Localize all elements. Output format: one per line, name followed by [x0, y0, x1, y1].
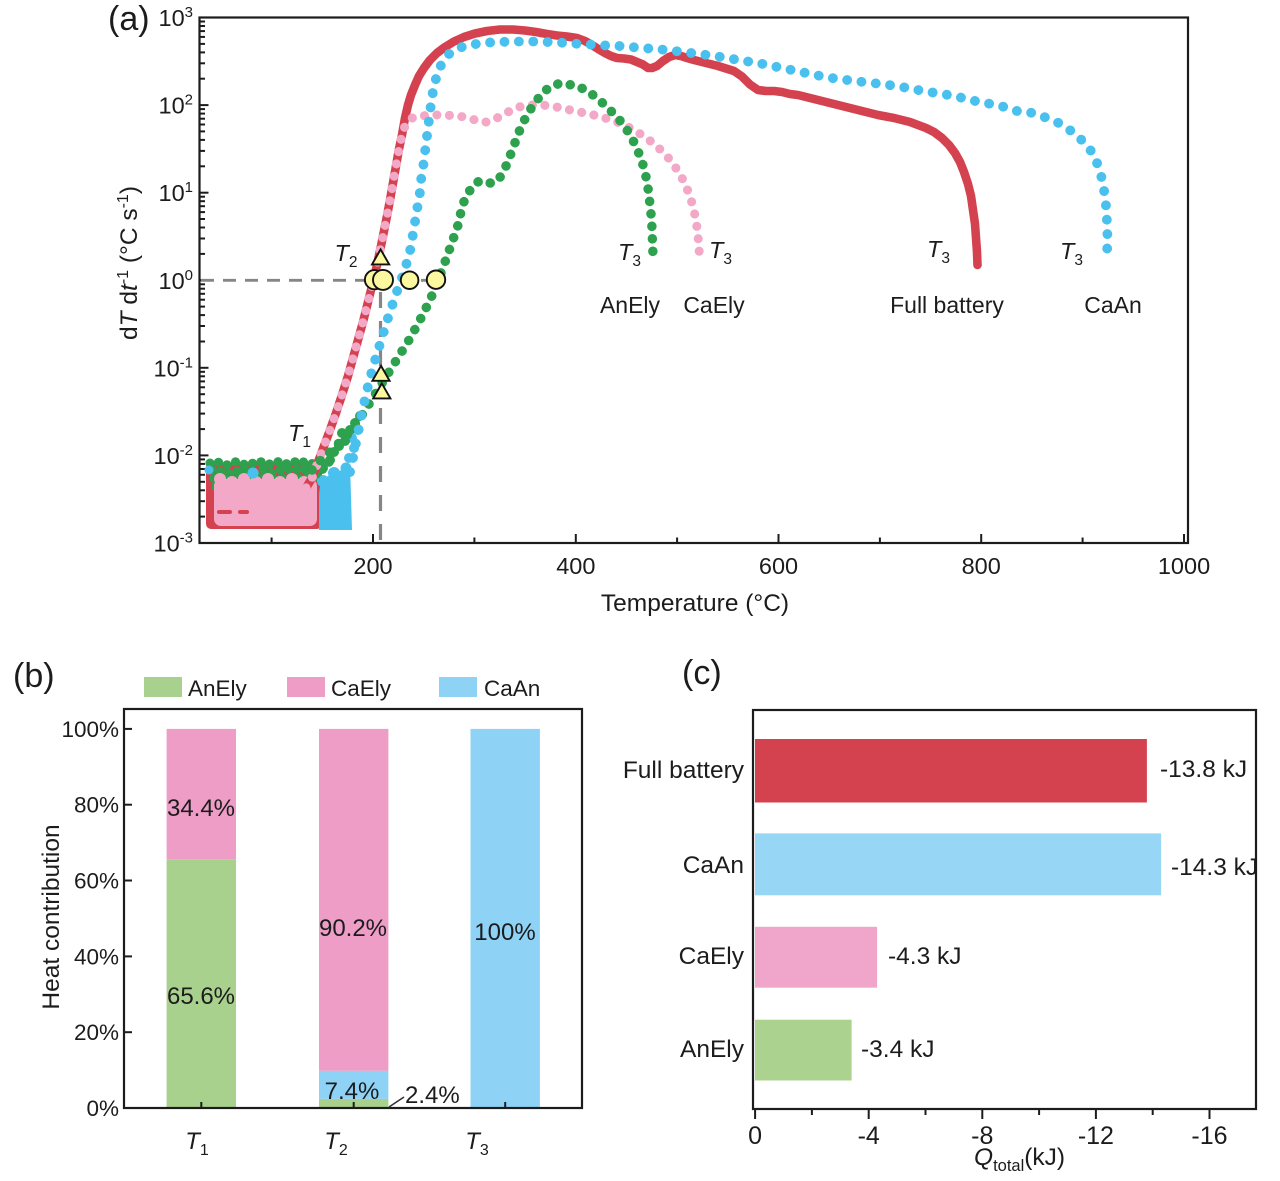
svg-text:600: 600 [759, 553, 798, 579]
svg-text:-14.3 kJ: -14.3 kJ [1171, 854, 1258, 881]
svg-text:Heat contribution: Heat contribution [38, 824, 65, 1009]
svg-text:Qtotal(kJ): Qtotal(kJ) [974, 1144, 1065, 1175]
svg-text:65.6%: 65.6% [167, 983, 235, 1010]
svg-text:1000: 1000 [1158, 553, 1210, 579]
svg-text:-8: -8 [971, 1122, 993, 1150]
svg-text:CaAn: CaAn [683, 852, 744, 879]
svg-text:-3.4 kJ: -3.4 kJ [861, 1036, 935, 1063]
svg-text:7.4%: 7.4% [325, 1078, 380, 1105]
svg-text:100%: 100% [474, 919, 535, 946]
svg-text:AnEly: AnEly [600, 292, 661, 318]
svg-text:AnEly: AnEly [680, 1036, 745, 1063]
svg-text:-13.8 kJ: -13.8 kJ [1160, 756, 1247, 783]
svg-text:CaEly: CaEly [683, 292, 745, 318]
svg-text:CaEly: CaEly [679, 943, 745, 970]
svg-text:60%: 60% [74, 869, 119, 894]
svg-text:(a): (a) [108, 0, 150, 38]
svg-text:0: 0 [748, 1122, 762, 1150]
svg-text:-12: -12 [1078, 1122, 1114, 1150]
svg-text:102: 102 [159, 92, 193, 119]
svg-text:dT dt-1 (°C s-1): dT dt-1 (°C s-1) [115, 186, 143, 340]
svg-text:90.2%: 90.2% [319, 915, 387, 942]
svg-text:-4.3 kJ: -4.3 kJ [888, 943, 962, 970]
svg-text:AnEly: AnEly [188, 676, 248, 701]
svg-text:(b): (b) [13, 657, 55, 695]
svg-text:Full battery: Full battery [623, 757, 745, 784]
svg-text:CaAn: CaAn [484, 676, 540, 701]
svg-text:80%: 80% [74, 793, 119, 818]
svg-text:800: 800 [962, 553, 1001, 579]
svg-text:CaAn: CaAn [1084, 292, 1142, 318]
svg-text:100%: 100% [61, 717, 119, 742]
svg-text:40%: 40% [74, 944, 119, 969]
svg-text:400: 400 [556, 553, 595, 579]
svg-text:34.4%: 34.4% [167, 795, 235, 822]
svg-text:-4: -4 [858, 1122, 880, 1150]
svg-text:0%: 0% [86, 1096, 119, 1121]
svg-text:200: 200 [353, 553, 392, 579]
svg-text:Full battery: Full battery [890, 292, 1004, 318]
svg-text:20%: 20% [74, 1020, 119, 1045]
svg-text:2.4%: 2.4% [405, 1082, 460, 1109]
svg-text:-16: -16 [1191, 1122, 1227, 1150]
svg-text:(c): (c) [682, 654, 722, 692]
svg-text:Temperature (°C): Temperature (°C) [601, 590, 789, 617]
svg-text:CaEly: CaEly [331, 676, 392, 701]
